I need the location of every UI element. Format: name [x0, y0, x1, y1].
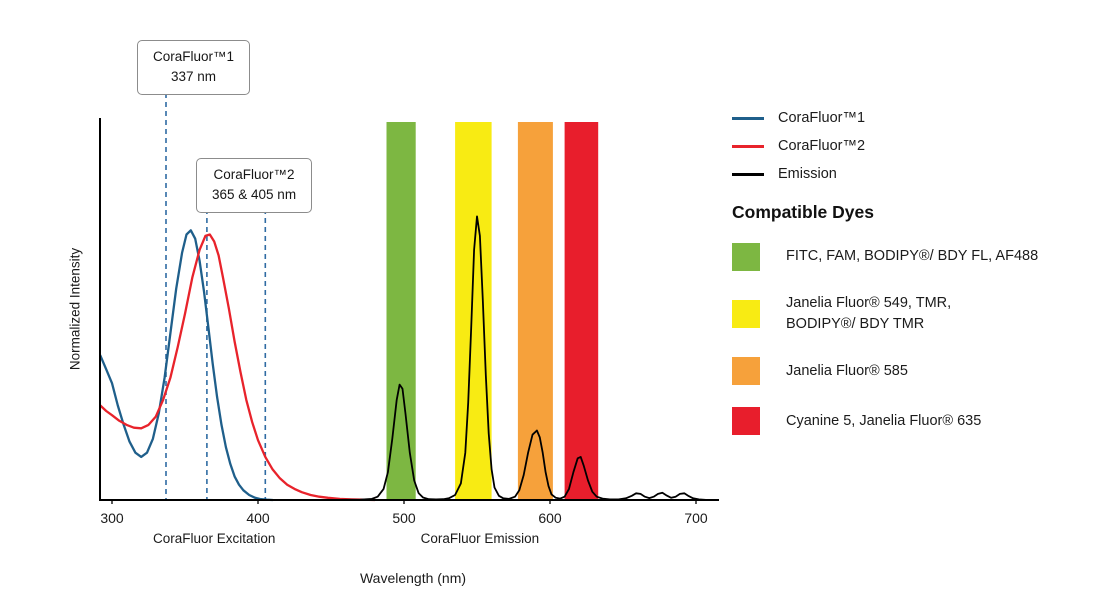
legend-line-swatch-corafluor1	[732, 116, 764, 120]
annotation-corafluor2-title: CoraFluor™2	[213, 167, 295, 182]
dye-label-red-line1: Cyanine 5, Janelia Fluor® 635	[786, 412, 982, 429]
y-axis-label: Normalized Intensity	[67, 247, 83, 371]
band-1	[455, 122, 492, 500]
tick-label-300: 300	[100, 510, 124, 526]
legend-line-swatch-emission	[732, 172, 764, 176]
dye-label-yellow-line1: Janelia Fluor® 549, TMR,	[786, 295, 952, 311]
legend-label-corafluor1: CoraFluor™1	[778, 110, 866, 126]
band-2	[517, 122, 553, 500]
dye-label-green-line1: FITC, FAM, BODIPY®/ BDY FL, AF488	[786, 248, 1039, 265]
dye-label-yellow: Janelia Fluor® 549, TMR, BODIPY®/ BDY TM…	[786, 293, 951, 335]
axis-caption-1: CoraFluor Emission	[421, 531, 540, 546]
dye-swatch-orange	[732, 357, 760, 386]
compatible-dyes-heading: Compatible Dyes	[732, 202, 874, 222]
curve-corafluor-2	[99, 233, 376, 502]
curve-emission	[330, 215, 709, 501]
dye-swatch-green	[732, 243, 760, 271]
legend-label-emission: Emission	[778, 166, 837, 182]
annotation-corafluor1-value: 337 nm	[171, 69, 217, 85]
dye-swatch-yellow	[732, 300, 760, 329]
band-3	[564, 122, 599, 500]
dye-label-green: FITC, FAM, BODIPY®/ BDY FL, AF488	[786, 246, 1038, 267]
x-axis-label: Wavelength (nm)	[359, 570, 467, 586]
annotation-corafluor1-title: CoraFluor™1	[153, 49, 235, 64]
band-0	[386, 122, 416, 500]
curve-corafluor-1	[99, 229, 274, 502]
dye-label-orange-line1: Janelia Fluor® 585	[786, 362, 908, 379]
legend-panel: CoraFluor™1 CoraFluor™2 Emission Compati…	[732, 104, 1104, 457]
legend-item-corafluor2: CoraFluor™2	[732, 132, 1104, 160]
legend-item-emission: Emission	[732, 160, 1104, 188]
dye-swatch-red	[732, 407, 760, 436]
dye-label-yellow-line2: BODIPY®/ BDY TMR	[786, 316, 925, 333]
tick-label-700: 700	[684, 510, 708, 526]
annotation-corafluor2: CoraFluor™2 365 & 405 nm	[196, 158, 313, 213]
axis-caption-0: CoraFluor Excitation	[153, 531, 275, 546]
annotation-corafluor1: CoraFluor™1 337 nm	[137, 40, 251, 95]
dye-label-orange: Janelia Fluor® 585	[786, 361, 908, 382]
spectra-chart: 300 400 500 600 700 CoraFluor Excitation CoraF…	[99, 84, 719, 546]
legend-line-swatch-corafluor2	[732, 144, 764, 148]
tick-label-400: 400	[246, 510, 270, 526]
tick-label-500: 500	[392, 510, 416, 526]
dye-item-green: FITC, FAM, BODIPY®/ BDY FL, AF488	[732, 243, 1104, 271]
dye-item-yellow: Janelia Fluor® 549, TMR, BODIPY®/ BDY TM…	[732, 293, 1104, 335]
dye-item-red: Cyanine 5, Janelia Fluor® 635	[732, 407, 1104, 436]
legend-label-corafluor2: CoraFluor™2	[778, 138, 866, 154]
annotation-corafluor2-value: 365 & 405 nm	[212, 187, 297, 203]
dye-item-orange: Janelia Fluor® 585	[732, 357, 1104, 386]
tick-label-600: 600	[538, 510, 562, 526]
legend-item-corafluor1: CoraFluor™1	[732, 104, 1104, 132]
dye-label-red: Cyanine 5, Janelia Fluor® 635	[786, 411, 981, 432]
